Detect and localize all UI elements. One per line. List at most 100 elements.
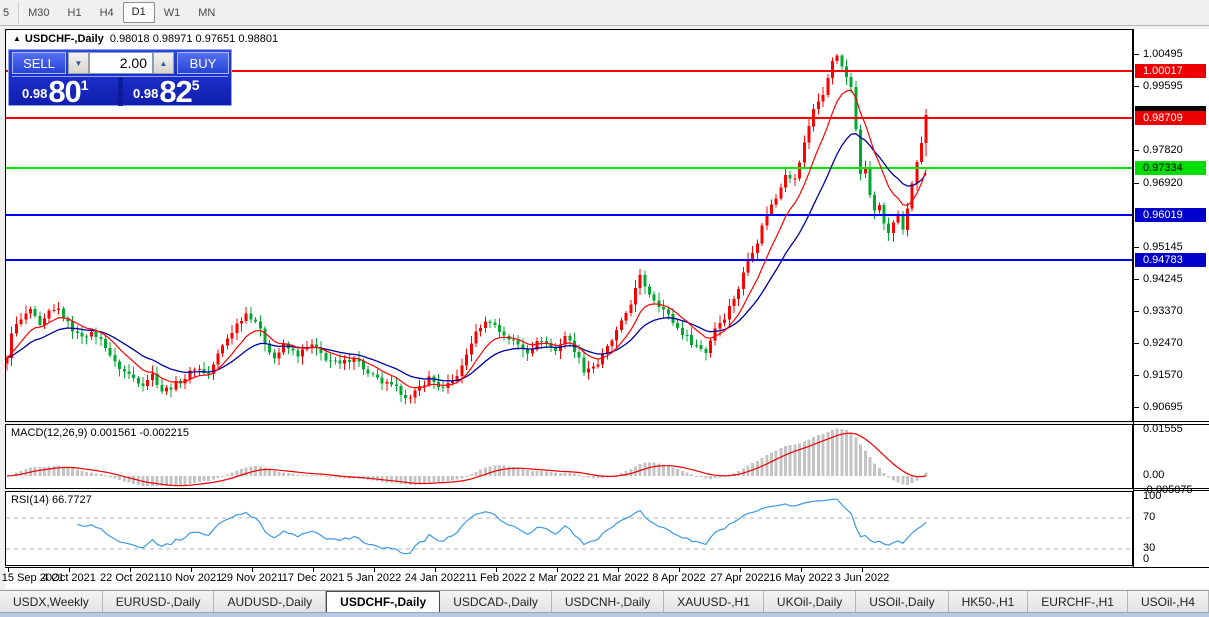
- timeframe-button-m30[interactable]: M30: [28, 6, 50, 19]
- timeframe-button-5[interactable]: 5: [0, 1, 20, 24]
- price-tick-label: 1.00495: [1143, 48, 1183, 60]
- buy-price-display[interactable]: 0.98 82 5: [123, 74, 229, 109]
- price-chart-pane[interactable]: ▲ USDCHF-,Daily 0.98018 0.98971 0.97651 0…: [5, 29, 1133, 422]
- triangle-down-icon: ▼: [74, 58, 83, 68]
- macd-label: MACD(12,26,9) 0.001561 -0.002215: [11, 427, 189, 439]
- price-tick-mark: [1134, 311, 1139, 312]
- sell-price-prefix: 0.98: [22, 86, 48, 101]
- buy-price-big: 82: [159, 74, 192, 109]
- chart-title: ▲ USDCHF-,Daily 0.98018 0.98971 0.97651 0…: [13, 33, 278, 45]
- price-tick-label: 0.93370: [1143, 305, 1183, 317]
- date-tick-mark: [496, 568, 497, 572]
- date-tick-mark: [679, 568, 680, 572]
- chart-tab-usdx-weekly[interactable]: USDX,Weekly: [0, 591, 103, 612]
- date-tick-mark: [374, 568, 375, 572]
- sell-price-big: 80: [48, 74, 81, 109]
- chart-tab-eurchf-h1[interactable]: EURCHF-,H1: [1028, 591, 1128, 612]
- date-tick-label: 27 Apr 2022: [710, 572, 770, 584]
- macd-plot: [6, 428, 928, 487]
- rsi-plot: [6, 498, 1132, 555]
- date-tick-label: 16 May 2022: [769, 572, 833, 584]
- collapse-arrow-icon[interactable]: ▲: [13, 34, 21, 43]
- chart-tab-audusd-daily[interactable]: AUDUSD-,Daily: [214, 591, 327, 612]
- sell-button[interactable]: SELL: [12, 52, 66, 74]
- pane-separator: [1134, 424, 1209, 425]
- pane-separator: [1134, 421, 1209, 422]
- chart-tab-usdcnh-daily[interactable]: USDCNH-,Daily: [552, 591, 665, 612]
- chart-tab-usdchf-daily[interactable]: USDCHF-,Daily: [326, 591, 441, 612]
- chart-tab-ukoil-daily[interactable]: UKOil-,Daily: [764, 591, 857, 612]
- date-tick-label: 10 Nov 2021: [159, 572, 223, 584]
- chart-symbol-label: USDCHF-,Daily: [24, 33, 104, 45]
- rsi-axis-label: 30: [1143, 542, 1156, 554]
- rsi-label: RSI(14) 66.7727: [11, 494, 92, 506]
- price-tick-mark: [1134, 247, 1139, 248]
- price-tick-label: 0.95145: [1143, 241, 1183, 253]
- date-tick-mark: [740, 568, 741, 572]
- chart-tab-hk50-h1[interactable]: HK50-,H1: [949, 591, 1029, 612]
- date-tick-mark: [557, 568, 558, 572]
- timeframe-button-mn[interactable]: MN: [198, 6, 216, 19]
- date-tick-label: 22 Oct 2021: [100, 572, 160, 584]
- timeframe-button-h4[interactable]: H4: [99, 6, 114, 19]
- date-axis[interactable]: 15 Sep 2021 4 Oct 2021 22 Oct 2021 10 Nov 2…: [1, 567, 1209, 589]
- price-tick-label: 0.99595: [1143, 80, 1183, 92]
- price-axis[interactable]: 1.00495 0.99595 0.97820 0.96920 0.95145 0.942…: [1133, 29, 1209, 567]
- chart-tab-xauusd-h1[interactable]: XAUUSD-,H1: [664, 591, 764, 612]
- rsi-line: [77, 498, 927, 555]
- price-tick-mark: [1134, 183, 1139, 184]
- chart-tab-usdcad-daily[interactable]: USDCAD-,Daily: [440, 591, 552, 612]
- price-tick-mark: [1134, 407, 1139, 408]
- date-tick-mark: [801, 568, 802, 572]
- date-tick-label: 5 Jan 2022: [346, 572, 402, 584]
- trade-panel-divider: [12, 76, 228, 77]
- chart-tab-usoil-daily[interactable]: USOil-,Daily: [856, 591, 949, 612]
- macd-axis-label: 0.01555: [1143, 423, 1183, 435]
- date-tick-label: 15 Sep 2021: [1, 572, 65, 584]
- macd-axis-label: -0.005075: [1143, 484, 1193, 496]
- buy-price-sup: 5: [191, 77, 200, 93]
- pane-separator: [1134, 490, 1209, 491]
- volume-input[interactable]: [89, 52, 153, 74]
- date-tick-mark: [862, 568, 863, 572]
- pane-separator: [1134, 488, 1209, 489]
- price-tick-label: 0.94245: [1143, 273, 1183, 285]
- date-tick-mark: [252, 568, 253, 572]
- volume-increase-button[interactable]: ▲: [153, 52, 174, 74]
- price-tick-label: 0.92470: [1143, 337, 1183, 349]
- macd-signal-line: [6, 432, 927, 487]
- price-tick-mark: [1134, 375, 1139, 376]
- price-level-badge: 0.97334: [1135, 161, 1206, 175]
- chart-tab-usoil-h4[interactable]: USOil-,H4: [1128, 591, 1209, 612]
- timeframe-button-h1[interactable]: H1: [67, 6, 82, 19]
- triangle-up-icon: ▲: [159, 58, 168, 68]
- sell-price-display[interactable]: 0.98 80 1: [12, 74, 118, 109]
- price-tick-label: 0.97820: [1143, 144, 1183, 156]
- chart-tab-eurusd-daily[interactable]: EURUSD-,Daily: [103, 591, 215, 612]
- date-tick-label: 11 Feb 2022: [465, 572, 527, 584]
- date-tick-mark: [191, 568, 192, 572]
- price-level-badge: 0.98709: [1135, 111, 1206, 125]
- chart-ohlc-values: 0.98018 0.98971 0.97651 0.98801: [109, 33, 279, 45]
- date-tick-mark: [69, 568, 70, 572]
- rsi-indicator-pane[interactable]: RSI(14) 66.7727: [5, 491, 1133, 566]
- date-tick-mark: [618, 568, 619, 572]
- timeframe-button-d1[interactable]: D1: [122, 2, 155, 23]
- buy-button[interactable]: BUY: [177, 52, 229, 74]
- ma-fast-line: [6, 89, 927, 389]
- timeframe-toolbar: 5 M30 H1 H4 D1 W1 MN: [0, 0, 1209, 26]
- price-tick-label: 0.90695: [1143, 401, 1183, 413]
- volume-decrease-button[interactable]: ▼: [68, 52, 89, 74]
- date-tick-label: 4 Oct 2021: [42, 572, 96, 584]
- trade-panel-gap: [118, 77, 123, 106]
- price-tick-label: 0.91570: [1143, 369, 1183, 381]
- date-tick-label: 17 Dec 2021: [281, 572, 345, 584]
- macd-indicator-pane[interactable]: MACD(12,26,9) 0.001561 -0.002215: [5, 424, 1133, 489]
- price-tick-mark: [1134, 150, 1139, 151]
- price-tick-mark: [1134, 343, 1139, 344]
- status-strip: [0, 612, 1209, 617]
- date-tick-mark: [8, 568, 9, 572]
- timeframe-button-w1[interactable]: W1: [163, 6, 181, 19]
- chart-tab-bar: USDX,Weekly EURUSD-,Daily AUDUSD-,Daily USD…: [0, 590, 1209, 612]
